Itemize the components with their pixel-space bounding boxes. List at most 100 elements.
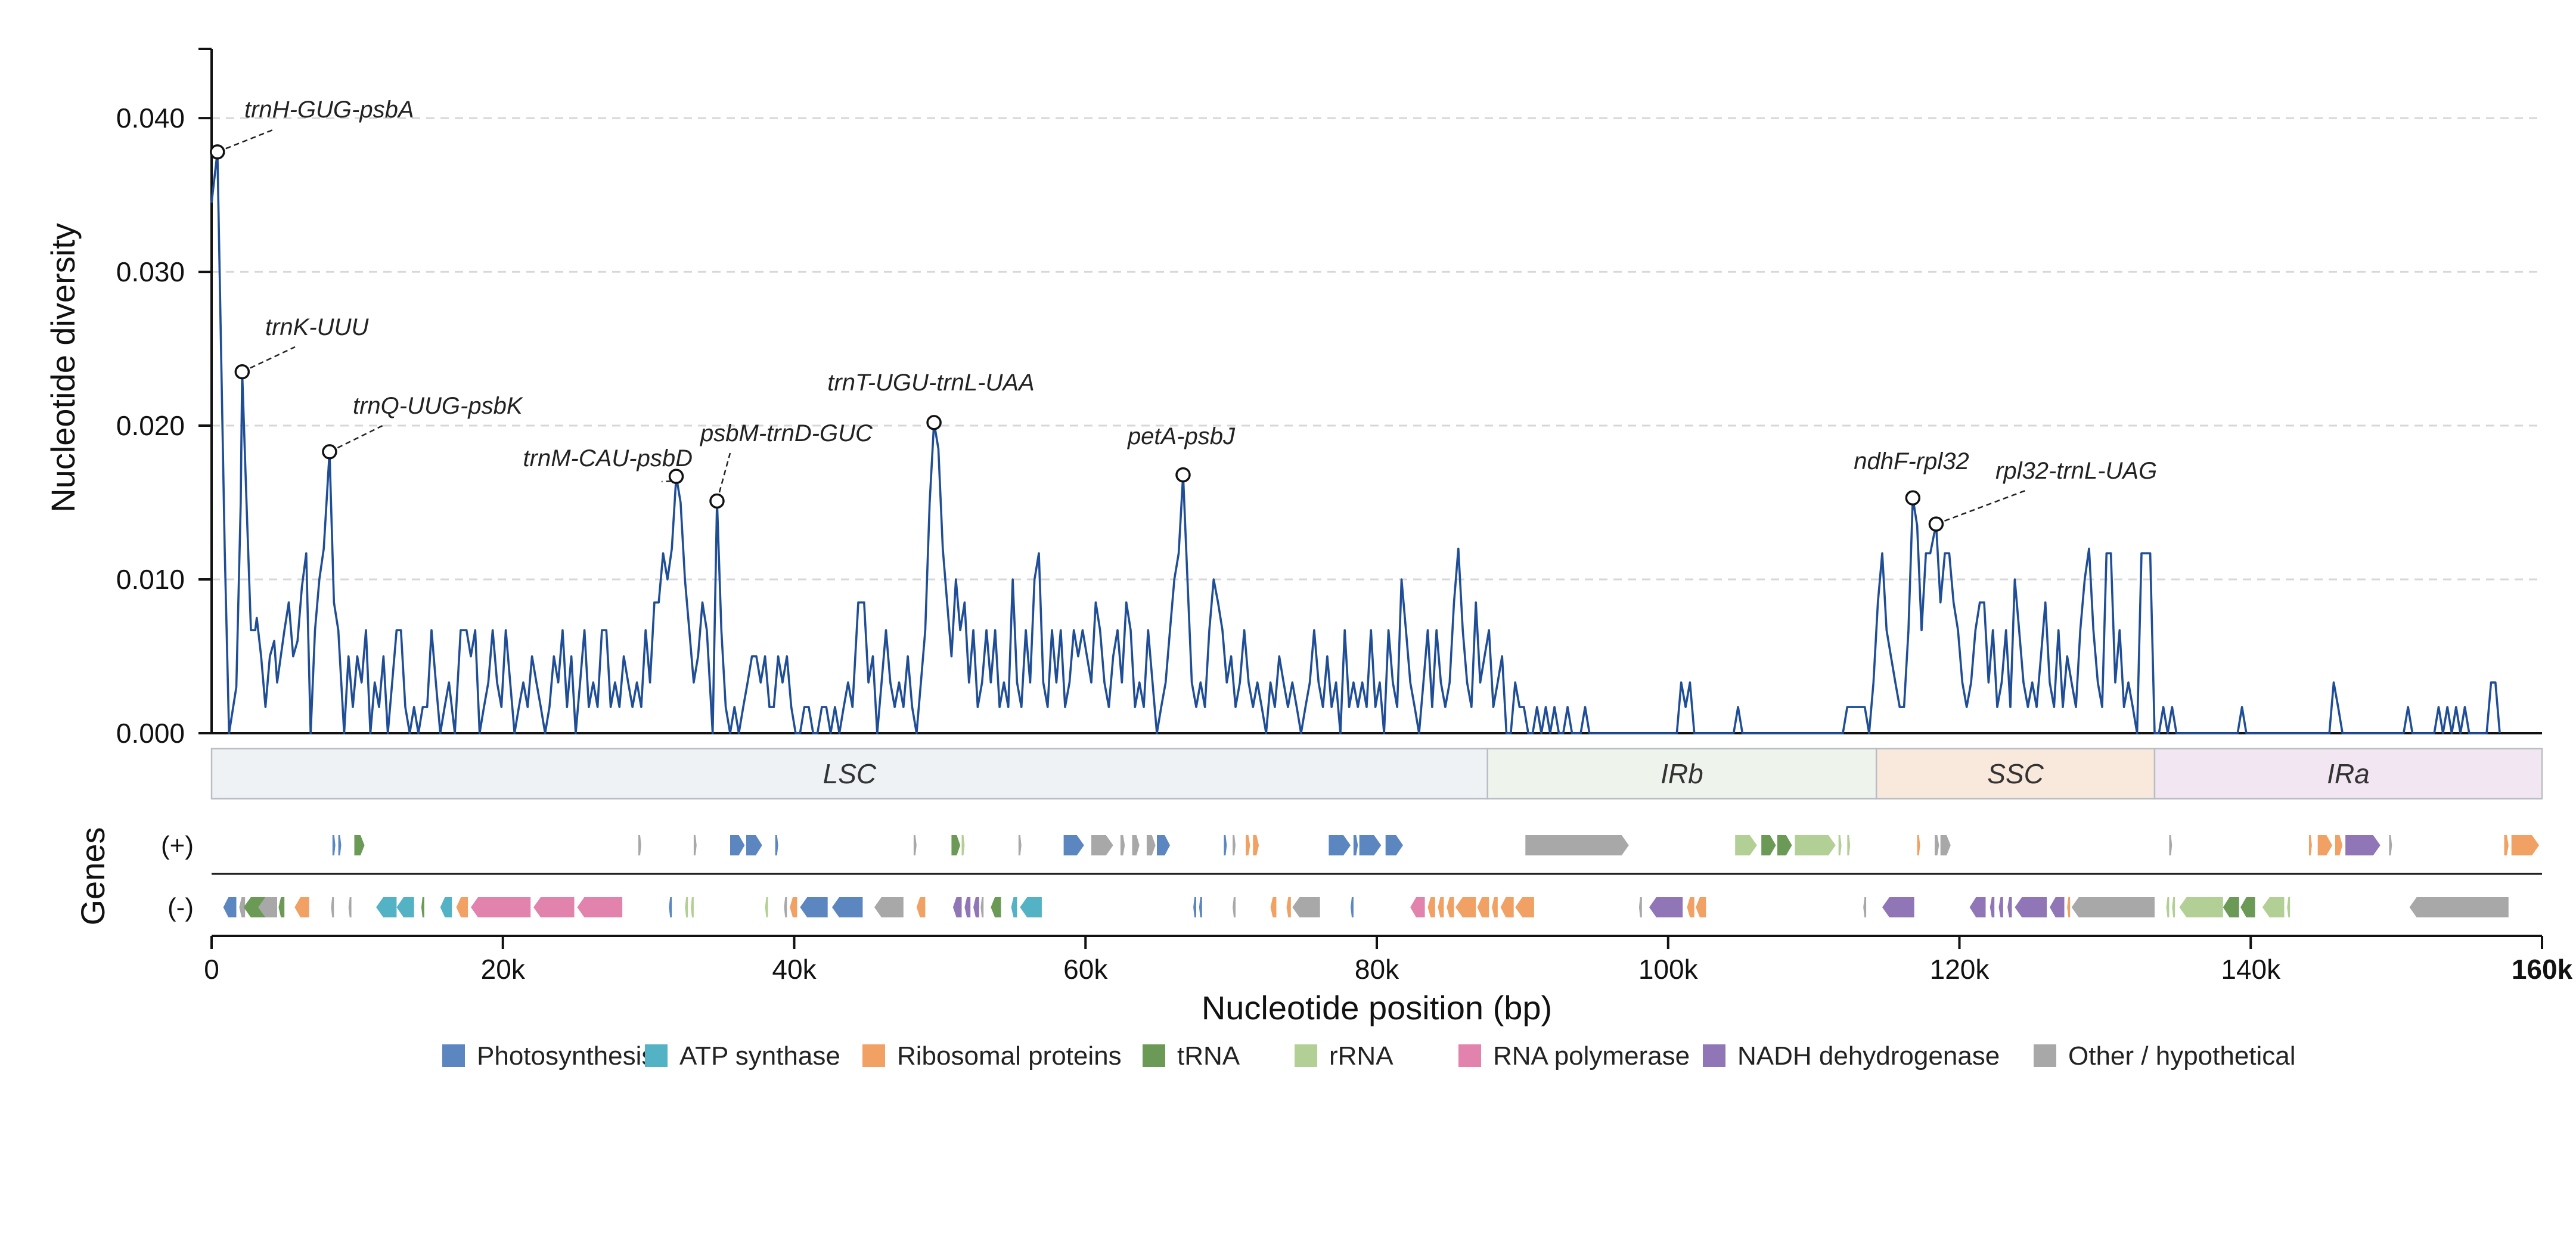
region-label: IRa (2327, 758, 2370, 789)
peak-marker (709, 493, 725, 509)
legend-label: ATP synthase (679, 1041, 840, 1071)
gene-feature (1292, 897, 1320, 917)
gene-feature (874, 897, 904, 917)
y-tick-label: 0.010 (116, 564, 185, 595)
peak-marker (322, 444, 337, 460)
gene-feature (790, 897, 797, 917)
gene-feature (354, 835, 365, 855)
legend: Photosynthesis ATP synthase Ribosomal prot… (442, 1041, 2296, 1071)
gene-feature (1795, 835, 1836, 855)
gene-feature (964, 897, 971, 917)
y-axis-title: Nucleotide diversity (44, 223, 82, 513)
gene-feature (961, 835, 965, 855)
gene-feature (2309, 835, 2312, 855)
peak-label: trnQ-UUG-psbK (353, 393, 524, 419)
peak-label: psbM-trnD-GUC (700, 420, 873, 446)
gene-feature (533, 897, 575, 917)
gene-feature (332, 835, 336, 855)
gene-feature (1649, 897, 1683, 917)
gene-feature (2169, 835, 2172, 855)
y-tick-label: 0.040 (116, 103, 185, 134)
x-tick-label: 120k (1930, 954, 1990, 985)
gene-feature (638, 835, 641, 855)
gene-feature (1427, 897, 1435, 917)
gene-feature (1515, 897, 1534, 917)
gene-feature (1990, 897, 1995, 917)
gene-feature (1351, 897, 1354, 917)
gene-feature (2409, 897, 2509, 917)
gene-feature (471, 897, 531, 917)
legend-label: NADH dehydrogenase (1737, 1041, 2000, 1071)
gene-feature (2389, 835, 2392, 855)
gene-feature (2015, 897, 2047, 917)
gene-feature (2179, 897, 2223, 917)
gene-feature (1199, 897, 1202, 917)
peak-label: trnM-CAU-psbD (523, 445, 693, 472)
gene-feature (1091, 835, 1113, 855)
gene-feature (913, 835, 917, 855)
legend-label: rRNA (1329, 1041, 1393, 1071)
y-tick-label: 0.030 (116, 256, 185, 287)
genes-track-title: Genes (74, 827, 111, 926)
peak-marker (926, 415, 942, 430)
x-tick-label: 60k (1063, 954, 1108, 985)
gene-feature (1940, 835, 1951, 855)
peak-label: trnK-UUU (265, 314, 369, 340)
peak-label: petA-psbJ (1127, 423, 1236, 449)
gene-feature (258, 897, 277, 917)
x-tick-label: 20k (481, 954, 526, 985)
gene-feature (1224, 835, 1227, 855)
peak-label: ndhF-rpl32 (1854, 448, 1969, 474)
gene-feature (980, 897, 984, 917)
gene-feature (1410, 897, 1425, 917)
gene-feature (1761, 835, 1776, 855)
peak-annotations: trnH-GUG-psbA trnK-UUU trnQ-UUG-psbK trnM-C… (210, 97, 2157, 532)
gene-feature (294, 897, 309, 917)
gene-feature (952, 897, 962, 917)
gene-feature (440, 897, 452, 917)
gene-feature (765, 897, 768, 917)
gene-feature (1353, 835, 1358, 855)
region-ira (2153, 748, 2543, 800)
gene-feature (1687, 897, 1694, 917)
gene-feature (1777, 835, 1792, 855)
gene-feature (1018, 835, 1022, 855)
x-tick-label: 100k (1638, 954, 1699, 985)
annotation-leader (1935, 489, 2026, 525)
region-label: LSC (823, 758, 877, 789)
gene-feature (1438, 897, 1444, 917)
gene-feature (348, 897, 352, 917)
gene-feature (1020, 897, 1042, 917)
gene-feature (1638, 897, 1642, 917)
x-tick-label: 160k (2512, 954, 2573, 985)
gene-feature (669, 897, 672, 917)
gene-feature (1492, 897, 1498, 917)
legend-swatch (1458, 1044, 1481, 1067)
legend-swatch (1295, 1044, 1317, 1067)
y-axis: 0.000 0.010 0.020 0.030 0.040 (116, 48, 2542, 749)
gene-feature (951, 835, 961, 855)
gene-feature (1146, 835, 1156, 855)
gene-feature (2223, 897, 2239, 917)
gene-feature (2166, 897, 2170, 917)
gene-feature (2050, 897, 2065, 917)
gene-feature (1132, 835, 1140, 855)
legend-swatch (442, 1044, 465, 1067)
x-tick-label: 0 (204, 954, 219, 985)
peak-label: trnH-GUG-psbA (244, 97, 414, 123)
annotation-leader (329, 424, 383, 453)
gene-feature (1455, 897, 1476, 917)
x-axis: 0 20k 40k 60k 80k 100k 120k 140k 160k (204, 935, 2573, 985)
peak-marker (1905, 490, 1921, 506)
gene-feature (1525, 835, 1629, 855)
gene-feature (1246, 835, 1250, 855)
gene-feature (331, 897, 334, 917)
gene-feature (421, 897, 424, 917)
gene-feature (1253, 835, 1259, 855)
gene-feature (685, 897, 688, 917)
gene-feature (223, 897, 237, 917)
gene-feature (2007, 897, 2012, 917)
legend-swatch (862, 1044, 885, 1067)
gene-feature (1863, 897, 1867, 917)
gene-feature (1157, 835, 1170, 855)
